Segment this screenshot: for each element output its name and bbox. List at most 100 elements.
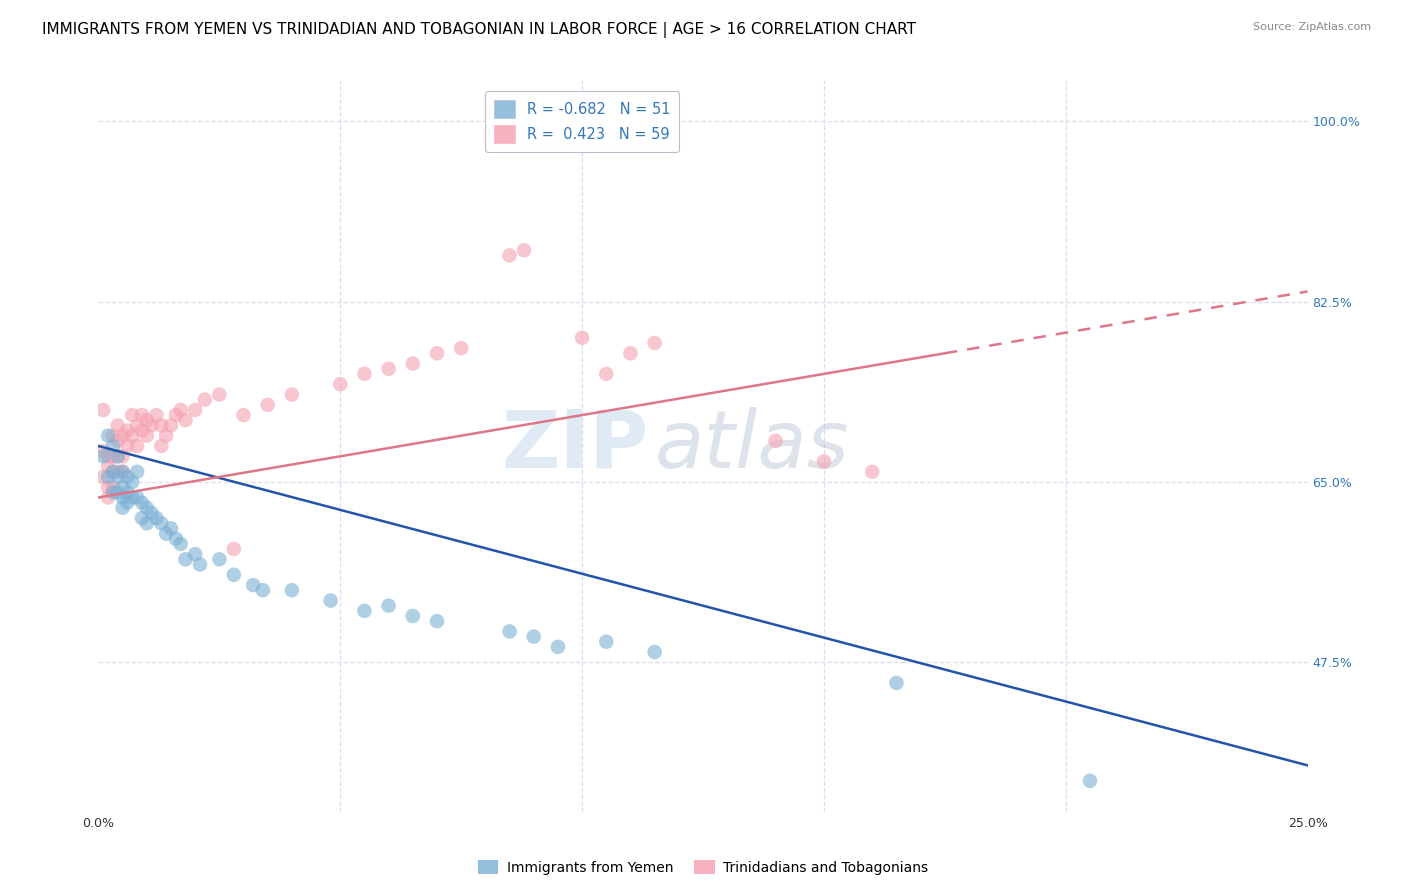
Point bbox=[131, 424, 153, 438]
Point bbox=[256, 398, 278, 412]
Point bbox=[107, 450, 129, 464]
Point bbox=[498, 624, 520, 639]
Point bbox=[101, 480, 124, 494]
Point bbox=[91, 450, 114, 464]
Point bbox=[222, 567, 245, 582]
Point bbox=[174, 552, 197, 566]
Point bbox=[107, 470, 129, 484]
Point bbox=[150, 516, 173, 531]
Point bbox=[141, 506, 163, 520]
Point bbox=[160, 418, 183, 433]
Point bbox=[121, 491, 143, 505]
Point bbox=[101, 465, 124, 479]
Point bbox=[377, 599, 399, 613]
Point bbox=[135, 428, 157, 442]
Point bbox=[184, 547, 207, 561]
Point bbox=[97, 428, 120, 442]
Point bbox=[121, 475, 143, 489]
Point bbox=[644, 336, 666, 351]
Point bbox=[329, 377, 352, 392]
Legend: R = -0.682   N = 51, R =  0.423   N = 59: R = -0.682 N = 51, R = 0.423 N = 59 bbox=[485, 91, 679, 152]
Legend: Immigrants from Yemen, Trinidadians and Tobagonians: Immigrants from Yemen, Trinidadians and … bbox=[472, 855, 934, 880]
Point bbox=[131, 511, 153, 525]
Point bbox=[1078, 773, 1101, 788]
Point bbox=[426, 346, 449, 360]
Point bbox=[184, 403, 207, 417]
Point bbox=[91, 470, 114, 484]
Point bbox=[281, 387, 304, 401]
Point bbox=[765, 434, 787, 448]
Point bbox=[117, 496, 139, 510]
Text: Source: ZipAtlas.com: Source: ZipAtlas.com bbox=[1253, 22, 1371, 32]
Point bbox=[208, 552, 231, 566]
Point bbox=[426, 614, 449, 628]
Point bbox=[111, 491, 134, 505]
Point bbox=[107, 418, 129, 433]
Point bbox=[131, 496, 153, 510]
Point bbox=[222, 541, 245, 556]
Point bbox=[111, 500, 134, 515]
Point bbox=[498, 248, 520, 262]
Point bbox=[169, 537, 191, 551]
Point bbox=[101, 465, 124, 479]
Point bbox=[131, 408, 153, 422]
Point bbox=[208, 387, 231, 401]
Point bbox=[107, 450, 129, 464]
Point bbox=[281, 583, 304, 598]
Point bbox=[107, 434, 129, 448]
Point bbox=[91, 444, 114, 458]
Point bbox=[188, 558, 211, 572]
Point bbox=[571, 331, 593, 345]
Point bbox=[644, 645, 666, 659]
Point bbox=[127, 418, 149, 433]
Point bbox=[135, 516, 157, 531]
Point bbox=[97, 459, 120, 474]
Point bbox=[117, 424, 139, 438]
Point bbox=[127, 465, 149, 479]
Point bbox=[252, 583, 274, 598]
Point bbox=[150, 439, 173, 453]
Point bbox=[135, 413, 157, 427]
Point bbox=[150, 418, 173, 433]
Point bbox=[117, 439, 139, 453]
Point bbox=[547, 640, 569, 654]
Point bbox=[101, 450, 124, 464]
Point bbox=[145, 408, 167, 422]
Point bbox=[107, 485, 129, 500]
Point bbox=[111, 465, 134, 479]
Point bbox=[101, 439, 124, 453]
Point bbox=[117, 470, 139, 484]
Point bbox=[513, 244, 536, 258]
Point bbox=[595, 367, 617, 381]
Point bbox=[232, 408, 254, 422]
Point bbox=[595, 634, 617, 648]
Point bbox=[101, 485, 124, 500]
Text: ZIP: ZIP bbox=[502, 407, 648, 485]
Point bbox=[121, 408, 143, 422]
Point bbox=[97, 450, 120, 464]
Point bbox=[127, 439, 149, 453]
Point bbox=[353, 604, 375, 618]
Point bbox=[319, 593, 342, 607]
Point bbox=[353, 367, 375, 381]
Point bbox=[242, 578, 264, 592]
Point bbox=[97, 491, 120, 505]
Point bbox=[402, 609, 425, 624]
Point bbox=[813, 454, 835, 468]
Text: IMMIGRANTS FROM YEMEN VS TRINIDADIAN AND TOBAGONIAN IN LABOR FORCE | AGE > 16 CO: IMMIGRANTS FROM YEMEN VS TRINIDADIAN AND… bbox=[42, 22, 917, 38]
Point bbox=[145, 511, 167, 525]
Point bbox=[377, 361, 399, 376]
Point bbox=[165, 408, 187, 422]
Point bbox=[91, 403, 114, 417]
Point bbox=[160, 521, 183, 535]
Point bbox=[402, 357, 425, 371]
Point bbox=[450, 341, 472, 355]
Point bbox=[127, 491, 149, 505]
Text: atlas: atlas bbox=[655, 407, 849, 485]
Point bbox=[619, 346, 641, 360]
Point bbox=[169, 403, 191, 417]
Point bbox=[97, 470, 120, 484]
Point bbox=[121, 428, 143, 442]
Point bbox=[107, 465, 129, 479]
Point bbox=[117, 485, 139, 500]
